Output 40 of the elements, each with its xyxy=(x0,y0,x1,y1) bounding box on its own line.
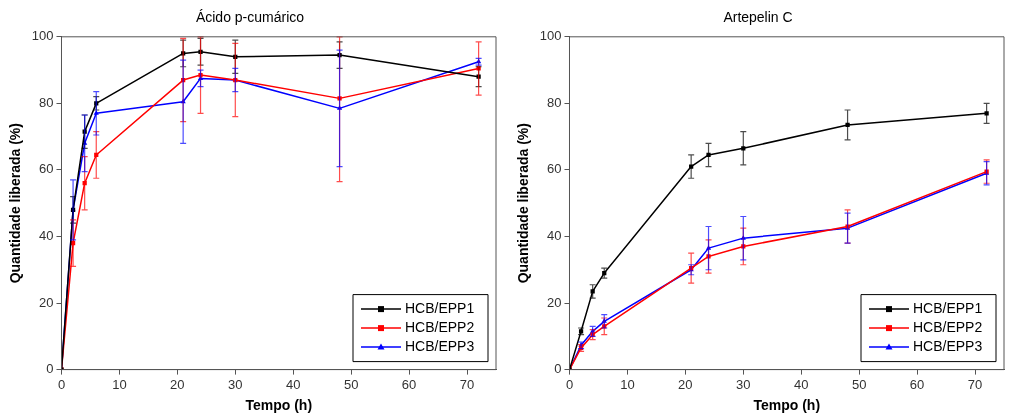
x-axis-title: Tempo (h) xyxy=(753,397,821,414)
x-tick-label: 50 xyxy=(343,376,359,392)
y-tick-label: 0 xyxy=(46,361,54,377)
y-tick-label: 80 xyxy=(547,94,562,110)
x-tick-label: 40 xyxy=(793,376,809,392)
y-tick-label: 20 xyxy=(39,294,54,310)
x-tick-label: 70 xyxy=(967,376,983,392)
x-tick-label: 60 xyxy=(909,376,925,392)
y-tick-label: 100 xyxy=(31,28,54,44)
y-tick-label: 60 xyxy=(39,161,54,177)
y-tick-label: 0 xyxy=(554,361,562,377)
x-tick-label: 40 xyxy=(285,376,301,392)
chart-title: Artepelin C xyxy=(723,9,793,26)
legend-label: HCB/EPP2 xyxy=(913,318,983,335)
x-axis-title: Tempo (h) xyxy=(245,397,313,414)
legend-label: HCB/EPP3 xyxy=(913,337,983,354)
y-tick-label: 80 xyxy=(39,94,54,110)
x-tick-label: 10 xyxy=(620,376,635,392)
x-tick-label: 0 xyxy=(565,376,574,392)
legend-label: HCB/EPP1 xyxy=(405,299,475,316)
x-tick-label: 10 xyxy=(112,376,127,392)
legend-label: HCB/EPP1 xyxy=(913,299,983,316)
chart-title: Ácido p-cumárico xyxy=(195,9,305,26)
x-tick-label: 20 xyxy=(678,376,693,392)
y-tick-label: 40 xyxy=(39,228,54,244)
y-tick-label: 20 xyxy=(547,294,562,310)
legend-label: HCB/EPP3 xyxy=(405,337,475,354)
x-tick-label: 30 xyxy=(228,376,243,392)
x-tick-label: 20 xyxy=(170,376,185,392)
x-tick-label: 50 xyxy=(851,376,867,392)
y-axis-title: Quantidade liberada (%) xyxy=(7,123,24,284)
y-tick-label: 40 xyxy=(547,228,562,244)
x-tick-label: 70 xyxy=(459,376,475,392)
x-tick-label: 0 xyxy=(57,376,66,392)
x-tick-label: 60 xyxy=(401,376,417,392)
x-tick-label: 30 xyxy=(736,376,751,392)
legend-label: HCB/EPP2 xyxy=(405,318,475,335)
y-axis-title: Quantidade liberada (%) xyxy=(515,123,532,284)
y-tick-label: 100 xyxy=(539,28,562,44)
y-tick-label: 60 xyxy=(547,161,562,177)
